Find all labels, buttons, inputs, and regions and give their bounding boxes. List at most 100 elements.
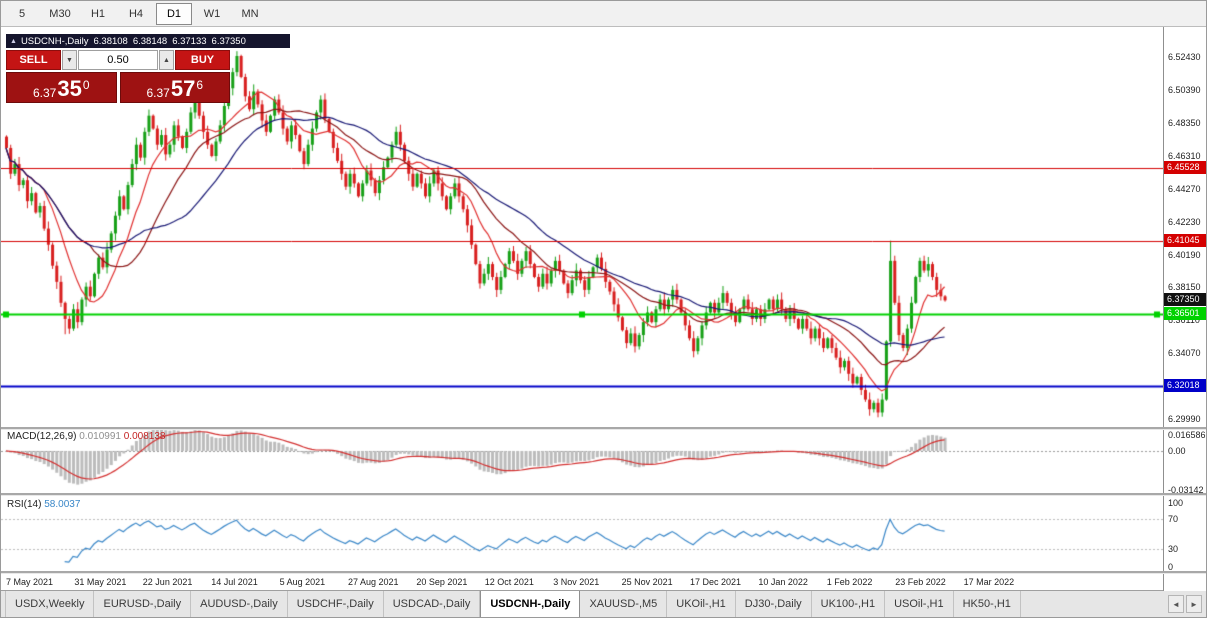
price-tick: 6.36110 xyxy=(1168,315,1200,326)
timeframe-toolbar: 5 M30 H1 H4 D1 W1 MN xyxy=(1,1,1206,27)
timeframe-button-5[interactable]: 5 xyxy=(18,7,26,20)
date-label: 23 Feb 2022 xyxy=(895,577,946,587)
price-tick: 6.42230 xyxy=(1168,216,1201,227)
macd-panel-canvas[interactable] xyxy=(1,429,1163,493)
rsi-panel-canvas[interactable] xyxy=(1,497,1163,571)
date-label: 10 Jan 2022 xyxy=(758,577,808,587)
date-label: 1 Feb 2022 xyxy=(826,577,873,587)
rsi-tick: 0 xyxy=(1168,562,1174,572)
timeframe-button-h1[interactable]: H1 xyxy=(90,7,106,20)
rsi-tick: 30 xyxy=(1168,543,1179,554)
tab-eurusd-daily[interactable]: EURUSD-,Daily xyxy=(94,591,192,617)
rsi-tick: 100 xyxy=(1168,498,1184,508)
date-label: 17 Mar 2022 xyxy=(963,577,1015,587)
sell-button[interactable]: SELL xyxy=(6,50,61,70)
level-price-tag: 6.32018 xyxy=(1164,379,1206,393)
price-tick: 6.48350 xyxy=(1168,117,1201,128)
macd-main-value: 0.010991 xyxy=(79,431,121,442)
price-tick: 6.44270 xyxy=(1168,183,1201,194)
ask-main-digits: 57 xyxy=(170,76,196,101)
level-price-tag: 6.41045 xyxy=(1164,233,1206,247)
chevron-down-icon: ▼ xyxy=(66,56,73,64)
price-tick: 6.38150 xyxy=(1168,282,1201,293)
volume-input[interactable]: 0.50 xyxy=(78,50,158,70)
current-price-tag: 6.37350 xyxy=(1164,293,1206,307)
date-label: 25 Nov 2021 xyxy=(621,577,673,587)
volume-up-button[interactable]: ▲ xyxy=(159,50,174,70)
tab-xauusd-m5[interactable]: XAUUSD-,M5 xyxy=(580,591,668,617)
tab-usdcnh-daily[interactable]: USDCNH-,Daily xyxy=(480,591,581,617)
scroll-right-icon[interactable]: ► xyxy=(1186,595,1202,613)
tab-usdcad-daily[interactable]: USDCAD-,Daily xyxy=(383,591,481,617)
date-axis: 7 May 2021 31 May 2021 22 Jun 2021 14 Jul 2… xyxy=(1,573,1163,593)
timeframe-button-h4[interactable]: H4 xyxy=(128,7,144,20)
ohlc-low: 6.37133 xyxy=(172,35,207,47)
date-label: 5 Aug 2021 xyxy=(279,577,326,587)
rsi-label: RSI(14) 58.0037 xyxy=(7,499,80,510)
tab-scroll-controls: ◄ ► xyxy=(1168,591,1206,617)
price-tick: 6.52430 xyxy=(1168,52,1201,63)
level-price-tag: 6.45528 xyxy=(1164,161,1206,175)
date-label: 22 Jun 2021 xyxy=(142,577,193,587)
macd-tick: 0.00 xyxy=(1168,445,1186,456)
ask-price-tile[interactable]: 6.37 57 6 xyxy=(119,72,230,103)
tab-usoil-h1[interactable]: USOil-,H1 xyxy=(885,591,954,617)
price-tick: 6.50390 xyxy=(1168,85,1201,96)
date-label: 7 May 2021 xyxy=(6,577,54,587)
ohlc-high: 6.38148 xyxy=(132,35,168,47)
timeframe-button-mn[interactable]: MN xyxy=(241,7,259,20)
tab-uk100-h1[interactable]: UK100-,H1 xyxy=(811,591,886,617)
panel-separator-main-macd[interactable] xyxy=(1,427,1206,430)
macd-tick: -0.03142 xyxy=(1168,485,1204,496)
bid-sup-digit: 0 xyxy=(82,78,90,92)
chevron-up-icon: ▲ xyxy=(163,56,170,64)
macd-signal-value: 0.008138 xyxy=(123,431,166,442)
bid-base: 6.37 xyxy=(32,86,57,100)
bid-price-tile[interactable]: 6.37 35 0 xyxy=(6,72,117,103)
volume-dropdown-button[interactable]: ▼ xyxy=(62,50,77,70)
date-label: 12 Oct 2021 xyxy=(484,577,534,587)
chart-tabbar: USDX,Weekly EURUSD-,Daily AUDUSD-,Daily USD… xyxy=(1,590,1206,617)
date-label: 17 Dec 2021 xyxy=(690,577,742,587)
date-label: 31 May 2021 xyxy=(74,577,127,587)
timeframe-button-d1[interactable]: D1 xyxy=(156,2,192,25)
date-label: 27 Aug 2021 xyxy=(348,577,399,587)
tab-ukoil-h1[interactable]: UKOil-,H1 xyxy=(667,591,736,617)
scroll-left-icon[interactable]: ◄ xyxy=(1168,595,1184,613)
panel-separator-rsi-dates[interactable] xyxy=(1,571,1206,574)
timeframe-button-w1[interactable]: W1 xyxy=(203,7,221,20)
macd-tick: 0.016586 xyxy=(1168,430,1206,440)
level-price-tag: 6.36501 xyxy=(1164,307,1206,321)
date-label: 20 Sep 2021 xyxy=(416,577,468,587)
price-tick: 6.29990 xyxy=(1168,414,1201,425)
ohlc-close: 6.37350 xyxy=(211,35,246,47)
chart-region: ▲ USDCNH-,Daily 6.38108 6.38148 6.37133 … xyxy=(1,27,1206,593)
price-tick: 6.46310 xyxy=(1168,150,1201,161)
tab-usdchf-daily[interactable]: USDCHF-,Daily xyxy=(287,591,384,617)
tab-audusd-daily[interactable]: AUDUSD-,Daily xyxy=(191,591,288,617)
price-axis[interactable]: 6.52430 6.50390 6.48350 6.46310 6.44270 6.422… xyxy=(1163,27,1206,591)
rsi-value: 58.0037 xyxy=(44,499,81,510)
collapse-panel-icon[interactable]: ▲ xyxy=(10,37,17,45)
chart-title: USDCNH-,Daily xyxy=(20,35,89,47)
timeframe-button-m30[interactable]: M30 xyxy=(49,7,71,20)
chart-titlebar: ▲ USDCNH-,Daily 6.38108 6.38148 6.37133 … xyxy=(6,34,290,48)
macd-name: MACD(12,26,9) xyxy=(7,431,77,442)
ohlc-open: 6.38108 xyxy=(93,35,128,47)
price-tick: 6.34070 xyxy=(1168,348,1201,359)
tabs: USDX,Weekly EURUSD-,Daily AUDUSD-,Daily USD… xyxy=(1,591,1021,617)
panel-separator-macd-rsi[interactable] xyxy=(1,493,1206,496)
ask-base: 6.37 xyxy=(146,86,170,100)
rsi-name: RSI(14) xyxy=(7,499,42,510)
tab-dj30-daily[interactable]: DJ30-,Daily xyxy=(735,591,812,617)
date-label: 14 Jul 2021 xyxy=(211,577,258,587)
buy-button[interactable]: BUY xyxy=(175,50,230,70)
price-tick: 6.40190 xyxy=(1168,249,1201,260)
tab-usdx-weekly[interactable]: USDX,Weekly xyxy=(5,591,95,617)
date-label: 3 Nov 2021 xyxy=(553,577,600,587)
rsi-tick: 70 xyxy=(1168,514,1179,525)
one-click-trading-panel: SELL ▼ 0.50 ▲ BUY 6.37 35 0 6.37 57 6 xyxy=(6,50,230,103)
macd-label: MACD(12,26,9) 0.010991 0.008138 xyxy=(7,431,165,442)
tab-hk50-h1[interactable]: HK50-,H1 xyxy=(953,591,1021,617)
